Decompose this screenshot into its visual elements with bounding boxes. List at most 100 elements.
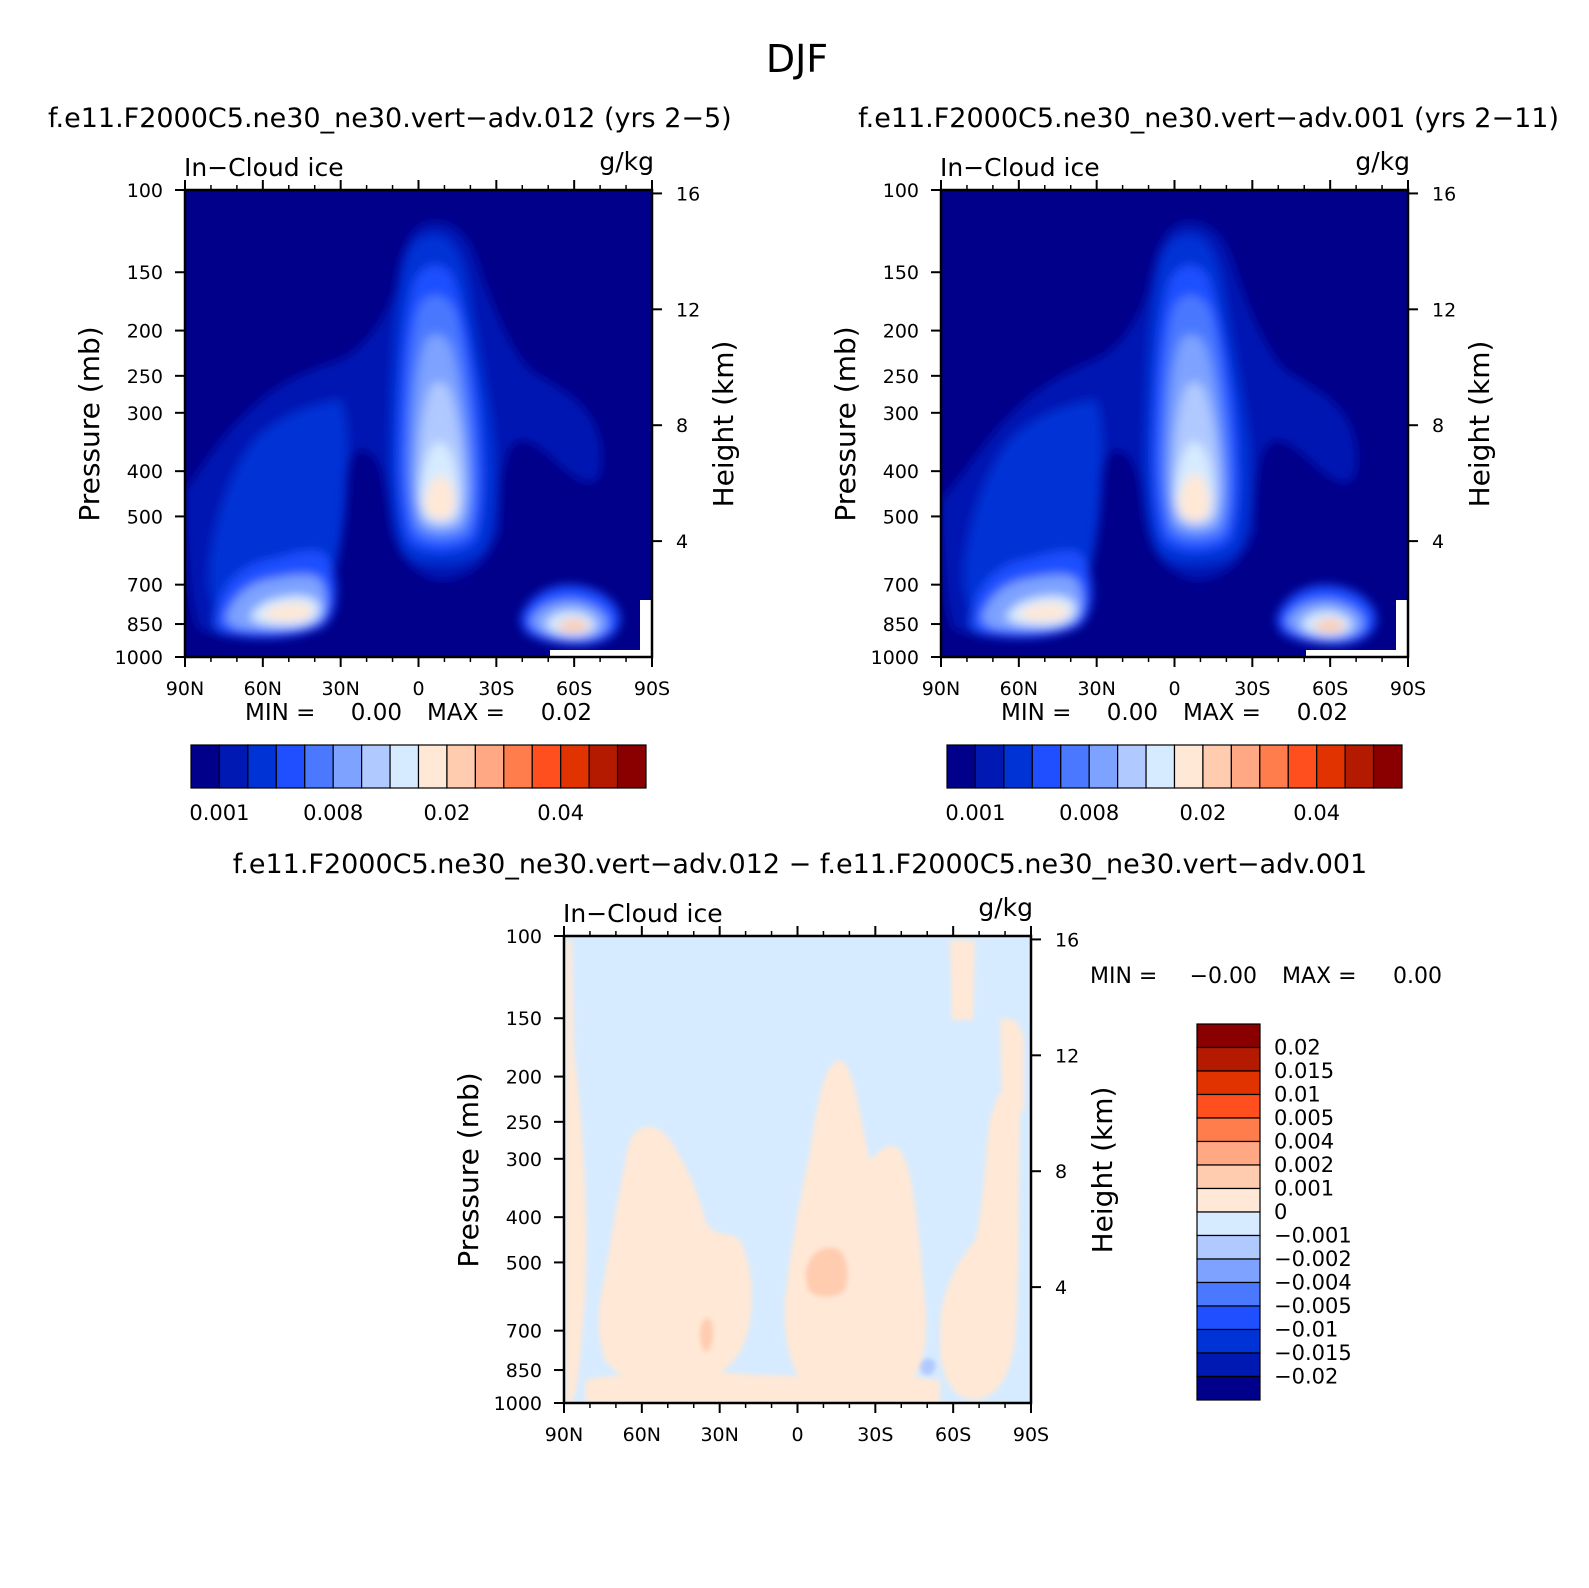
panel-b-ytick-label: 150 xyxy=(883,262,919,284)
panel-b-max-label: MAX = xyxy=(1183,700,1261,726)
panel-b-ytick-label: 500 xyxy=(883,506,919,528)
panel-b-colorbar-swatch xyxy=(1003,744,1033,789)
panel-diff-ytick-label: 100 xyxy=(506,926,542,948)
panel-a-min-value: 0.00 xyxy=(351,700,402,726)
panel-b-colorbar-swatch xyxy=(1173,744,1204,789)
panel-b-colorbar-swatch xyxy=(974,744,1005,789)
panel-a-colorbar-swatch xyxy=(361,744,391,789)
panel-a-ytick-label: 1000 xyxy=(115,647,163,669)
panel-a-xtick-label: 0 xyxy=(412,678,424,700)
panel-b-colorbar-label: 0.02 xyxy=(1180,801,1227,825)
panel-b-contour-17 xyxy=(1314,618,1345,633)
panel-b-height-tick-label: 12 xyxy=(1432,299,1456,321)
panel-diff-colorbar-swatch xyxy=(1196,1375,1261,1401)
panel-diff-colorbar: 0.020.0150.010.0050.0040.0020.0010−0.001… xyxy=(1196,1023,1352,1401)
panel-b-colorbar-swatch xyxy=(1088,744,1119,789)
panel-a-ylabel: Pressure (mb) xyxy=(73,326,106,521)
panel-a-colorbar-swatch xyxy=(474,744,505,789)
panel-diff-colorbar-swatch xyxy=(1196,1046,1261,1072)
panel-a-missing-region xyxy=(640,600,652,657)
panel-diff-xtick-label: 90S xyxy=(1013,1424,1049,1446)
panel-diff-positive-region-2 xyxy=(598,1126,752,1387)
panel-diff-axes: 90N 60N 30N 0 30S 60S 90S 100 150 200 250 300 400 500… xyxy=(494,926,1079,1446)
panel-diff-xtick-label: 60N xyxy=(623,1424,661,1446)
panel-diff-max-value: 0.00 xyxy=(1393,964,1442,989)
figure-title: DJF xyxy=(766,37,828,81)
panel-a-colorbar-swatch xyxy=(446,744,476,789)
panel-a-min-label: MIN = xyxy=(245,700,315,726)
panel-b-field xyxy=(941,190,1408,657)
panel-b: 90N 60N 30N 0 30S 60S 90S 100 150 200 250 300 400 500… xyxy=(829,147,1496,825)
panel-a-contour-13 xyxy=(262,603,313,622)
panel-b-colorbar-swatch xyxy=(1316,744,1346,789)
panel-diff-ytick-label: 250 xyxy=(506,1112,542,1134)
panel-a-colorbar-label: 0.008 xyxy=(303,801,363,825)
panel-diff-ytick-label: 500 xyxy=(506,1252,542,1274)
panel-diff-colorbar-swatch xyxy=(1196,1117,1261,1143)
panel-diff-field xyxy=(564,936,1031,1403)
panel-b-height-tick-label: 16 xyxy=(1432,183,1456,205)
panel-a-colorbar-swatch xyxy=(190,744,221,789)
panel-diff-ytick-label: 150 xyxy=(506,1008,542,1030)
panel-b-ytick-label: 700 xyxy=(883,575,919,597)
panel-diff-colorbar-label: −0.015 xyxy=(1274,1341,1352,1365)
panel-a-xtick-label: 30S xyxy=(478,678,514,700)
panel-b-ytick-label: 250 xyxy=(883,366,919,388)
panel-a-height-tick-label: 8 xyxy=(676,415,688,437)
panel-diff-peak-3 xyxy=(919,1358,936,1376)
panel-diff-min-value: −0.00 xyxy=(1190,964,1257,989)
panel-diff-colorbar-swatch xyxy=(1196,1328,1261,1354)
panel-diff-colorbar-label: 0.004 xyxy=(1274,1130,1334,1154)
panel-diff-positive-region-6 xyxy=(1000,1018,1024,1110)
panel-b-colorbar-swatch xyxy=(1117,744,1147,789)
panel-diff-colorbar-swatch xyxy=(1196,1352,1261,1378)
panel-diff-colorbar-label: 0.01 xyxy=(1274,1083,1321,1107)
panel-a-xtick-label: 60S xyxy=(556,678,592,700)
panel-b-ylabel-right: Height (km) xyxy=(1463,341,1496,508)
panel-a-colorbar-swatch xyxy=(560,744,590,789)
panel-b-height-tick-label: 4 xyxy=(1432,531,1444,553)
panel-diff-colorbar-swatch xyxy=(1196,1070,1261,1096)
panel-diff-units: g/kg xyxy=(978,893,1033,922)
panel-a-ytick-label: 150 xyxy=(127,262,163,284)
panel-diff-colorbar-swatch xyxy=(1196,1211,1261,1237)
panel-b-min-label: MIN = xyxy=(1001,700,1071,726)
panel-a-colorbar-label: 0.04 xyxy=(537,801,584,825)
panel-a-ytick-label: 850 xyxy=(127,614,163,636)
panel-a-colorbar-swatch xyxy=(389,744,420,789)
panel-diff-ylabel: Pressure (mb) xyxy=(452,1072,485,1267)
panel-b-colorbar-swatch xyxy=(1287,744,1318,789)
panel-diff-max-label: MAX = xyxy=(1282,964,1357,989)
panel-a-colorbar-swatch xyxy=(247,744,277,789)
panel-b-ytick-label: 200 xyxy=(883,321,919,343)
panel-b-xtick-label: 30S xyxy=(1234,678,1270,700)
panel-b-xtick-label: 60S xyxy=(1312,678,1348,700)
panel-a-colorbar: 0.001 0.008 0.02 0.04 xyxy=(189,744,647,825)
panel-diff-positive-region-4 xyxy=(940,1076,1021,1400)
panel-diff-colorbar-swatch xyxy=(1196,1187,1261,1213)
panel-a-colorbar-swatch xyxy=(531,744,562,789)
panel-a-colorbar-swatch xyxy=(218,744,249,789)
panel-a-colorbar-swatch xyxy=(503,744,533,789)
panel-diff-height-tick-label: 4 xyxy=(1055,1277,1067,1299)
panel-diff-colorbar-swatch xyxy=(1196,1093,1261,1119)
panel-diff-colorbar-label: 0.005 xyxy=(1274,1106,1334,1130)
panel-b-colorbar-swatch xyxy=(946,744,977,789)
panel-b-missing-region-2 xyxy=(1306,650,1408,657)
panel-b-contour-13 xyxy=(1018,603,1069,622)
panel-a-xtick-label: 90S xyxy=(634,678,670,700)
panel-diff-ytick-label: 1000 xyxy=(494,1393,542,1415)
panel-diff-xtick-label: 30N xyxy=(700,1424,738,1446)
panel-b-colorbar-swatch xyxy=(1060,744,1090,789)
panel-b-colorbar-swatch xyxy=(1145,744,1176,789)
panel-b-max-value: 0.02 xyxy=(1297,700,1348,726)
panel-diff-ytick-label: 300 xyxy=(506,1149,542,1171)
panel-b-xtick-label: 60N xyxy=(1000,678,1038,700)
panel-diff-colorbar-label: 0.001 xyxy=(1274,1177,1334,1201)
panel-diff-colorbar-swatch xyxy=(1196,1234,1261,1260)
panel-diff-positive-region-1 xyxy=(566,940,587,1403)
panel-b-variable: In−Cloud ice xyxy=(940,153,1100,182)
panel-a-ytick-label: 700 xyxy=(127,575,163,597)
panel-diff-colorbar-swatch xyxy=(1196,1258,1261,1284)
panel-a-field xyxy=(185,190,652,657)
